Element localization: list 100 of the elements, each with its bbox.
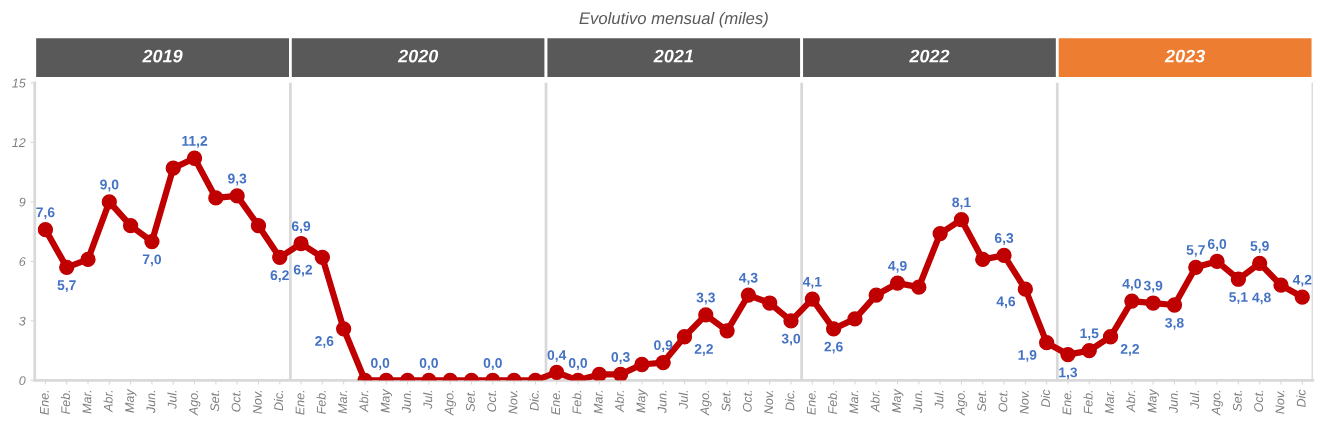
x-tick-label: Oct. (742, 390, 752, 412)
x-tick-label: Abr. (1126, 390, 1136, 413)
point (889, 275, 906, 291)
x-tick-label: May (380, 388, 393, 413)
point (1273, 277, 1289, 293)
x-tick-label: Mar. (82, 390, 92, 414)
data-label: 11,2 (182, 135, 208, 148)
point (804, 291, 820, 307)
x-tick-label: Ago. (444, 390, 456, 416)
point (591, 366, 607, 381)
chart-title: Evolutivo mensual (miles) (579, 11, 768, 28)
point (80, 251, 96, 268)
x-tick-label: Dic. (273, 390, 284, 411)
x-tick-label: Dic. (785, 390, 795, 411)
data-label: 7,6 (36, 207, 55, 220)
data-label: 3,0 (781, 333, 801, 346)
data-label: 8,1 (952, 197, 971, 210)
x-tick-label: Jun. (1169, 390, 1178, 414)
x-tick-label: Ago. (1211, 390, 1223, 416)
data-label: 1,3 (1059, 367, 1078, 380)
point (740, 287, 757, 303)
point (698, 307, 714, 323)
point (144, 233, 160, 250)
data-label: 4,6 (996, 296, 1016, 309)
point (1017, 281, 1033, 297)
y-tick-label: 15 (12, 78, 26, 88)
x-tick-label: Ago. (700, 390, 712, 416)
point (101, 194, 117, 210)
x-tick-label: Set. (977, 390, 987, 412)
x-tick-label: Set. (465, 390, 475, 412)
point (1230, 271, 1247, 287)
point (975, 251, 991, 268)
data-label: 2,6 (315, 336, 334, 348)
x-tick-label: Oct. (998, 390, 1008, 412)
point (655, 354, 671, 371)
x-tick-label: Jul. (678, 390, 688, 409)
data-label: 0,0 (568, 358, 588, 370)
point (911, 279, 927, 295)
x-tick-label: Set. (1232, 390, 1242, 412)
x-tick-label: Ene. (295, 390, 305, 415)
x-tick-label: Abr. (103, 390, 113, 413)
y-tick-label: 3 (19, 316, 26, 326)
x-tick-label: Nov. (764, 390, 774, 414)
point (719, 323, 735, 339)
data-label: 0,4 (547, 350, 567, 362)
data-label: 1,9 (1018, 350, 1037, 362)
x-tick-label: Feb. (316, 390, 326, 415)
data-label: 9,0 (100, 179, 119, 192)
data-label: 0,3 (611, 352, 630, 364)
data-label: 4,9 (888, 260, 907, 273)
x-tick-label: Ene. (551, 390, 561, 415)
data-label: 0,0 (371, 358, 390, 370)
point (612, 366, 629, 381)
x-tick-label: Abr. (359, 390, 369, 413)
point (293, 235, 309, 252)
data-label: 6,2 (270, 270, 289, 283)
point (1060, 346, 1076, 363)
x-tick-label: Dic. (529, 390, 539, 411)
point (336, 321, 352, 337)
data-label: 6,0 (1207, 239, 1227, 251)
x-tick-label: Ene. (1062, 390, 1072, 415)
point (996, 247, 1012, 264)
x-tick-label: Mar. (1105, 390, 1114, 414)
point (676, 329, 693, 345)
x-tick-label: Abr. (870, 390, 880, 413)
x-tick-label: Jun. (913, 390, 923, 414)
data-label: 9,3 (227, 173, 247, 186)
text: 2023 (1164, 49, 1205, 63)
x-tick-label: Feb. (827, 390, 837, 415)
x-tick-label: Nov. (1275, 390, 1285, 414)
x-tick-label: Oct. (1254, 390, 1264, 412)
x-tick-label: Jun. (146, 390, 156, 414)
point (1166, 297, 1183, 313)
point (1102, 329, 1119, 345)
data-label: 3,9 (1143, 280, 1163, 293)
y-tick-label: 12 (12, 138, 26, 147)
x-tick-label: Feb. (572, 390, 582, 415)
point (272, 249, 288, 266)
point (186, 150, 203, 166)
data-label: 5,9 (1250, 241, 1269, 253)
data-label: 2,2 (1120, 344, 1140, 356)
point (634, 356, 650, 373)
data-label: 6,3 (994, 233, 1014, 245)
x-tick-label: May (892, 388, 904, 413)
data-label: 4,8 (1252, 292, 1271, 305)
x-tick-label: Dic (1296, 389, 1306, 408)
point (762, 295, 778, 311)
point (1145, 295, 1161, 311)
x-tick-label: Nov. (253, 390, 262, 414)
point (314, 249, 330, 266)
x-tick-label: Set. (721, 390, 731, 412)
y-tick-label: 9 (19, 197, 26, 207)
point (1039, 335, 1055, 351)
x-tick-label: Mar. (593, 390, 603, 414)
text: 2021 (653, 49, 693, 63)
data-label: 4,2 (1292, 274, 1312, 287)
data-label: 4,1 (802, 276, 822, 289)
x-tick-label: Jun. (402, 390, 411, 414)
x-tick-label: Nov. (508, 390, 518, 414)
y-tick-label: 0 (19, 376, 26, 386)
